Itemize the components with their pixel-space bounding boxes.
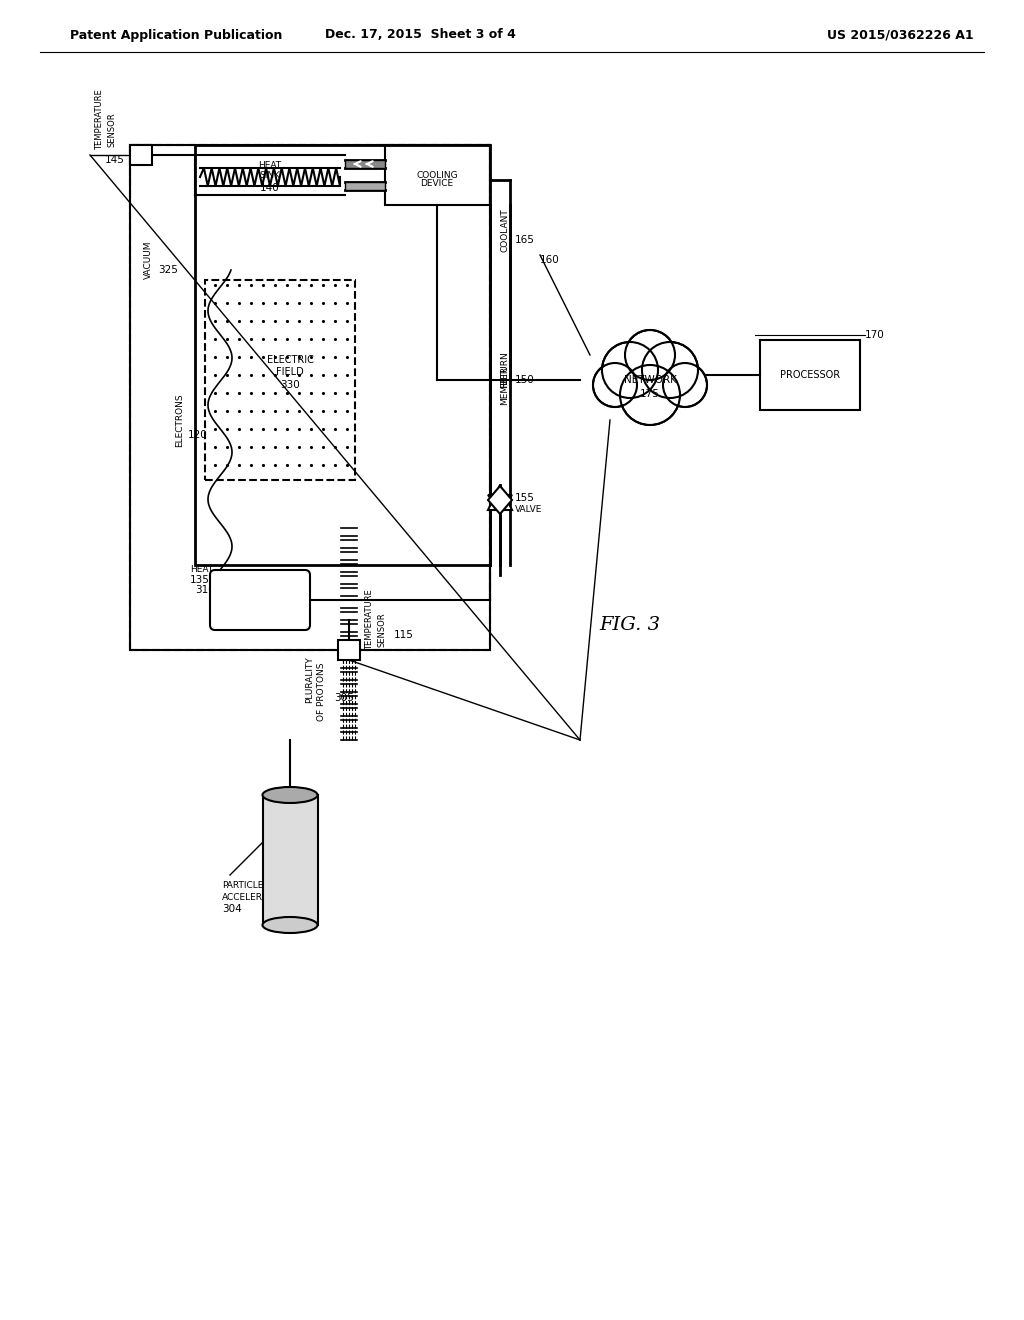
Text: ELECTRONS: ELECTRONS xyxy=(175,393,184,446)
Text: Dec. 17, 2015  Sheet 3 of 4: Dec. 17, 2015 Sheet 3 of 4 xyxy=(325,29,515,41)
Circle shape xyxy=(625,330,675,380)
Bar xyxy=(130,145,490,649)
Text: 155: 155 xyxy=(515,492,535,503)
Bar xyxy=(130,145,152,165)
Circle shape xyxy=(663,363,707,407)
Text: OF PROTONS: OF PROTONS xyxy=(317,663,327,721)
Text: 160: 160 xyxy=(540,255,560,265)
Circle shape xyxy=(602,342,658,399)
Text: 170: 170 xyxy=(865,330,885,341)
Text: PLURALITY: PLURALITY xyxy=(305,656,314,704)
Circle shape xyxy=(595,364,636,405)
Bar xyxy=(385,145,490,205)
Text: COOLING: COOLING xyxy=(416,170,458,180)
Text: ELECTRIC: ELECTRIC xyxy=(266,355,313,366)
Text: 330: 330 xyxy=(281,380,300,389)
Text: RETURN: RETURN xyxy=(500,351,509,388)
Text: US 2015/0362226 A1: US 2015/0362226 A1 xyxy=(826,29,974,41)
Circle shape xyxy=(593,363,637,407)
Text: HEAT: HEAT xyxy=(258,161,282,169)
Text: DEVICE: DEVICE xyxy=(421,180,454,189)
Text: SENSOR: SENSOR xyxy=(108,112,117,148)
Polygon shape xyxy=(488,486,512,513)
Text: 145: 145 xyxy=(105,154,125,165)
Text: Patent Application Publication: Patent Application Publication xyxy=(70,29,283,41)
Circle shape xyxy=(643,343,696,396)
Text: COOLANT: COOLANT xyxy=(500,209,509,252)
Text: 175: 175 xyxy=(640,389,659,399)
Text: PARTICLE: PARTICLE xyxy=(222,880,263,890)
Text: 325: 325 xyxy=(158,265,178,275)
Text: MATERIAL: MATERIAL xyxy=(241,603,279,612)
Bar xyxy=(195,145,490,565)
Text: 150: 150 xyxy=(515,375,535,385)
Text: 310: 310 xyxy=(195,585,215,595)
Text: TEMPERATURE: TEMPERATURE xyxy=(366,590,375,651)
Text: SINK: SINK xyxy=(259,172,281,181)
Text: 140: 140 xyxy=(260,183,280,193)
Text: FIG. 3: FIG. 3 xyxy=(599,616,660,634)
Text: 120: 120 xyxy=(188,430,208,440)
Bar xyxy=(338,640,360,660)
Bar xyxy=(345,182,385,190)
Text: NETWORK: NETWORK xyxy=(624,375,677,385)
Circle shape xyxy=(642,342,698,399)
Circle shape xyxy=(665,364,706,405)
Text: VACUUM: VACUUM xyxy=(143,240,153,280)
Text: 115: 115 xyxy=(394,630,414,640)
FancyBboxPatch shape xyxy=(210,570,310,630)
Text: VALVE: VALVE xyxy=(515,506,543,515)
Text: 304: 304 xyxy=(222,904,242,913)
Text: FIELD: FIELD xyxy=(276,367,304,378)
Text: SENSOR: SENSOR xyxy=(378,612,386,647)
Text: 305: 305 xyxy=(334,693,353,704)
Circle shape xyxy=(627,331,674,379)
Bar xyxy=(205,280,355,480)
Text: EMISSIVE: EMISSIVE xyxy=(243,595,278,605)
Text: HEAT: HEAT xyxy=(190,565,213,574)
Circle shape xyxy=(603,343,656,396)
Text: ELECTRICALLY: ELECTRICALLY xyxy=(233,587,287,597)
Text: ACCELERATOR: ACCELERATOR xyxy=(222,892,287,902)
Bar xyxy=(130,145,490,649)
Text: 135: 135 xyxy=(190,576,210,585)
Text: TEMPERATURE: TEMPERATURE xyxy=(95,90,104,150)
Text: MEMBER: MEMBER xyxy=(500,366,509,404)
Ellipse shape xyxy=(262,787,317,803)
Polygon shape xyxy=(488,484,512,510)
Text: PROCESSOR: PROCESSOR xyxy=(780,370,840,380)
Circle shape xyxy=(620,366,680,425)
Polygon shape xyxy=(488,495,512,510)
Ellipse shape xyxy=(262,917,317,933)
Bar xyxy=(262,795,317,925)
Circle shape xyxy=(622,367,679,424)
Text: 165: 165 xyxy=(515,235,535,246)
Bar xyxy=(345,160,385,168)
Bar xyxy=(760,341,860,411)
